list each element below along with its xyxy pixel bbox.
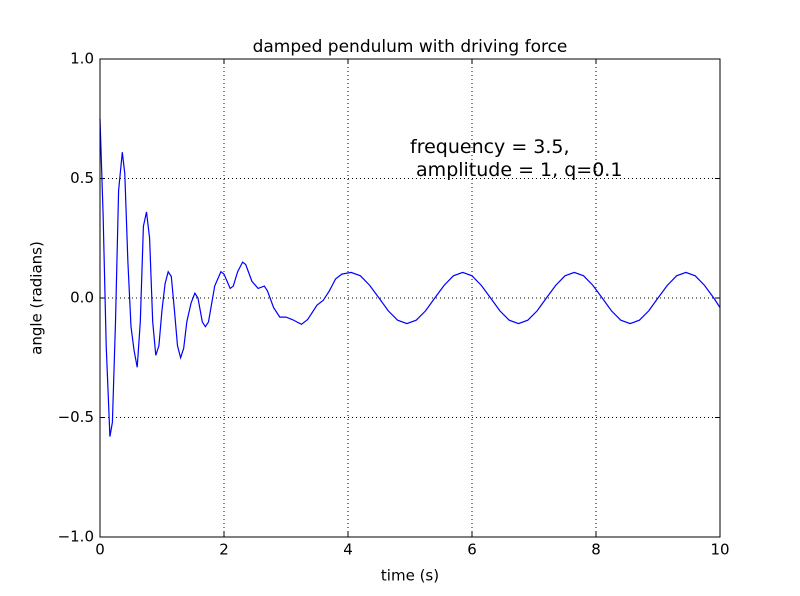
y-tick-label: 0.0	[70, 289, 94, 307]
line	[99, 118, 721, 437]
y-tick-label: −1.0	[58, 528, 94, 546]
y-axis-label: angle (radians)	[28, 241, 46, 355]
chart-title: damped pendulum with driving force	[253, 37, 568, 57]
y-tick-label: 0.5	[70, 169, 94, 187]
x-tick-label: 6	[467, 541, 477, 559]
x-tick-label: 8	[591, 541, 601, 559]
y-tick-label: 1.0	[70, 50, 94, 68]
x-tick-label: 10	[710, 541, 729, 559]
y-tick-label: −0.5	[58, 408, 94, 426]
x-tick-label: 2	[219, 541, 229, 559]
plot-frame	[99, 58, 721, 538]
annotation: frequency = 3.5, amplitude = 1, q=0.1	[410, 136, 623, 181]
x-tick-label: 0	[95, 541, 105, 559]
x-tick-label: 4	[343, 541, 353, 559]
x-axis-label: time (s)	[381, 567, 439, 585]
